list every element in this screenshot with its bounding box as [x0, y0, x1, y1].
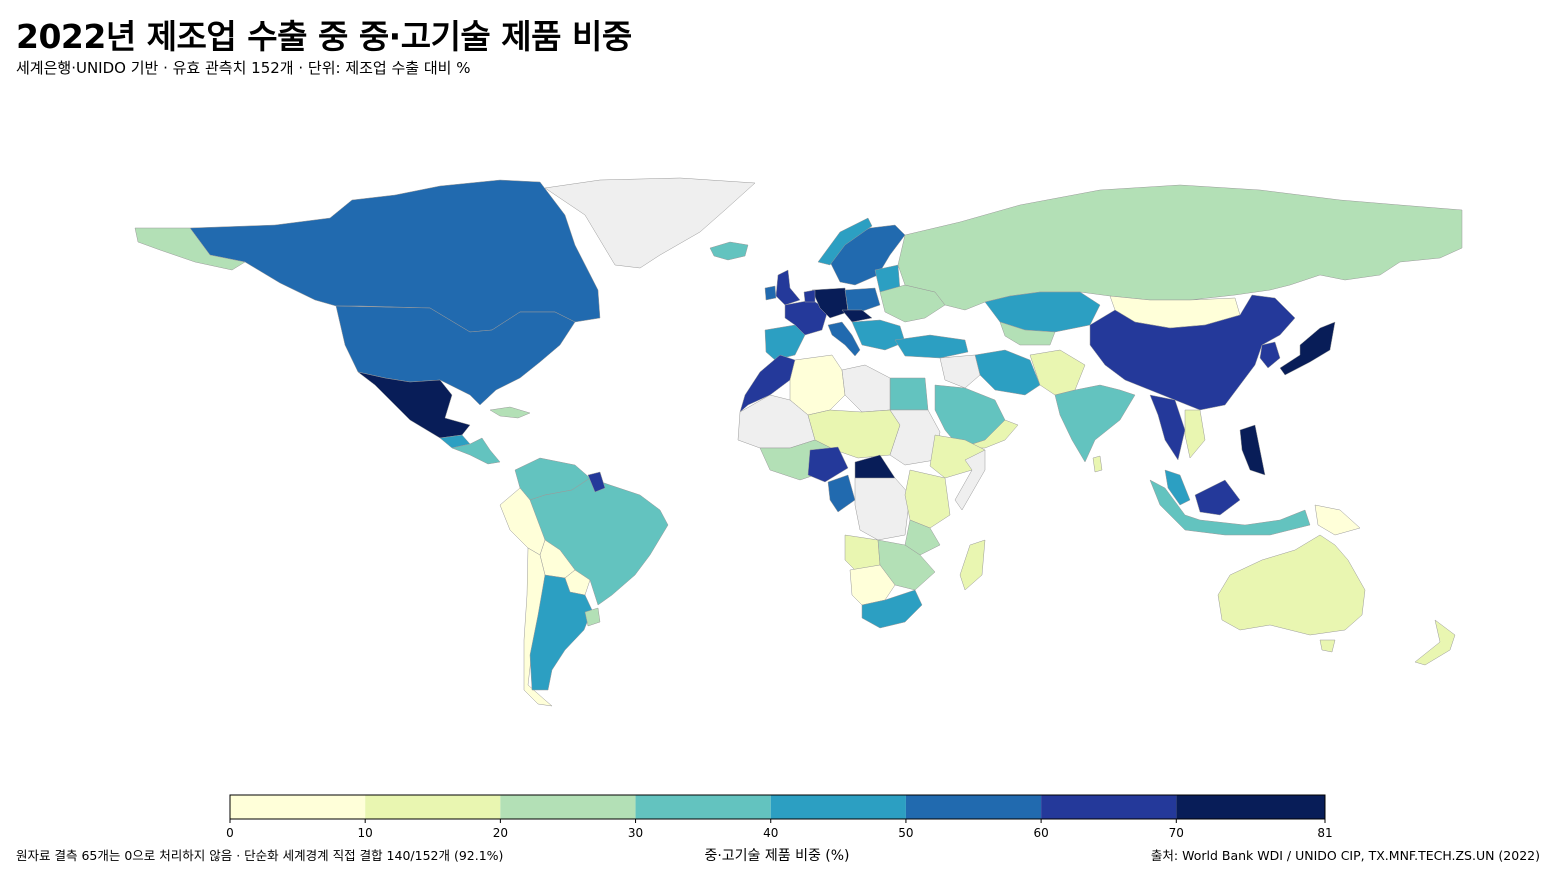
legend-tick-label: 50	[898, 826, 913, 840]
country-tanzania	[904, 519, 941, 556]
country-borneo	[1194, 479, 1241, 516]
country-alaska	[134, 227, 246, 271]
country-iberia	[764, 324, 806, 361]
country-russia	[897, 184, 1463, 311]
country-malaysia	[1164, 469, 1191, 506]
map-subtitle: 세계은행·UNIDO 기반 · 유효 관측치 152개 · 단위: 제조업 수출…	[16, 59, 471, 77]
country-uruguay	[584, 607, 601, 627]
country-sri-lanka	[1092, 455, 1103, 473]
legend-title: 중·고기술 제품 비중 (%)	[704, 848, 850, 864]
legend-tick-label: 40	[763, 826, 778, 840]
country-uzbekistan	[999, 321, 1056, 346]
country-argentina	[529, 574, 593, 691]
footnote-note: 원자료 결측 65개는 0으로 처리하지 않음 · 단순화 세계경계 직접 결합…	[16, 848, 504, 863]
legend-bin-60-70	[1041, 795, 1177, 819]
legend-frame	[229, 794, 1326, 820]
legend-tick-label: 60	[1033, 826, 1048, 840]
legend-tick-label: 81	[1317, 826, 1332, 840]
legend-tick-label: 10	[358, 826, 373, 840]
country-new-zealand	[1414, 619, 1456, 666]
country-vietnam	[1184, 409, 1206, 459]
country-ireland	[764, 285, 777, 301]
country-south-africa	[861, 589, 923, 629]
legend-tick-label: 20	[493, 826, 508, 840]
country-myanmar-thai	[1149, 394, 1186, 461]
country-guyanas	[587, 471, 606, 493]
country-philippines	[1239, 424, 1266, 476]
country-nigeria	[807, 446, 849, 483]
legend-tick-label: 0	[226, 826, 234, 840]
country-madagascar	[959, 539, 986, 591]
legend-bin-0-10	[230, 795, 366, 819]
country-india	[1054, 384, 1136, 463]
legend-bin-50-60	[905, 795, 1042, 819]
country-cuba	[489, 406, 531, 419]
country-mexico	[357, 371, 471, 439]
country-australia	[1217, 534, 1366, 636]
legend-bin-20-30	[500, 795, 636, 819]
map-title: 2022년 제조업 수출 중 중·고기술 제품 비중	[16, 17, 632, 56]
legend-tick-label: 30	[628, 826, 643, 840]
country-central-america	[451, 437, 501, 465]
country-benelux	[803, 289, 816, 303]
country-sudan	[889, 409, 941, 466]
country-korea	[1259, 341, 1281, 369]
country-tasmania	[1319, 639, 1336, 653]
country-turkey	[894, 334, 969, 359]
legend-tick-label: 70	[1169, 826, 1184, 840]
country-japan	[1279, 321, 1336, 376]
country-indonesia	[1149, 479, 1311, 536]
country-iran	[974, 349, 1041, 396]
country-somalia	[954, 449, 986, 511]
country-germany	[811, 287, 849, 319]
footnote-source: 출처: World Bank WDI / UNIDO CIP, TX.MNF.T…	[1150, 848, 1540, 863]
country-norway	[817, 217, 873, 266]
legend-bin-10-20	[365, 795, 501, 819]
country-italy	[827, 321, 861, 357]
country-cameroon-gabon	[827, 474, 856, 513]
country-greenland	[544, 177, 756, 269]
country-drc	[854, 477, 911, 541]
country-yemen-oman	[959, 419, 1019, 449]
country-poland	[844, 287, 881, 313]
country-iraq-syria	[939, 354, 981, 389]
country-czechia	[841, 309, 873, 323]
legend-bin-70-81	[1176, 795, 1325, 819]
legend-bin-40-50	[770, 795, 906, 819]
legend-bin-30-40	[635, 795, 771, 819]
country-iceland	[709, 241, 749, 261]
country-new-guinea	[1314, 504, 1361, 536]
